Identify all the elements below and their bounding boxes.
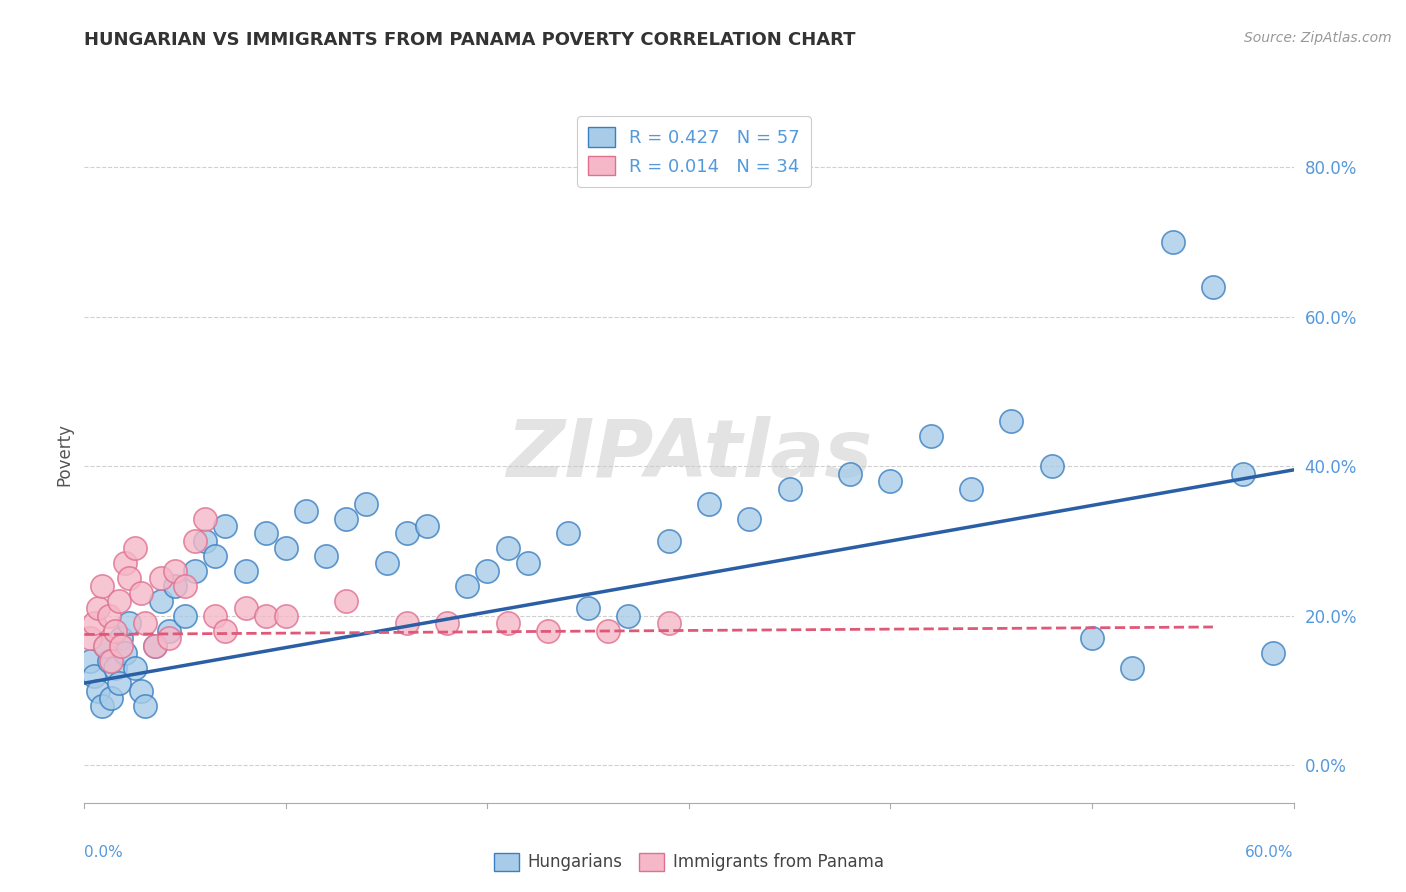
- Point: [496, 616, 519, 631]
- Point: [129, 683, 152, 698]
- Text: Source: ZipAtlas.com: Source: ZipAtlas.com: [1244, 31, 1392, 45]
- Point: [157, 631, 180, 645]
- Point: [1232, 467, 1254, 481]
- Point: [879, 474, 901, 488]
- Point: [1040, 459, 1063, 474]
- Point: [93, 639, 115, 653]
- Point: [1121, 661, 1143, 675]
- Point: [254, 608, 277, 623]
- Point: [436, 616, 458, 631]
- Point: [204, 549, 226, 563]
- Point: [143, 639, 166, 653]
- Point: [124, 541, 146, 556]
- Point: [100, 691, 122, 706]
- Point: [97, 608, 120, 623]
- Point: [598, 624, 620, 638]
- Point: [114, 557, 136, 571]
- Point: [456, 579, 478, 593]
- Point: [416, 519, 439, 533]
- Y-axis label: Poverty: Poverty: [55, 424, 73, 486]
- Point: [87, 683, 110, 698]
- Point: [658, 533, 681, 548]
- Point: [149, 594, 172, 608]
- Point: [83, 668, 105, 682]
- Point: [194, 533, 217, 548]
- Point: [118, 616, 141, 631]
- Point: [134, 616, 156, 631]
- Point: [91, 579, 114, 593]
- Point: [110, 639, 132, 653]
- Text: ZIPAtlas: ZIPAtlas: [506, 416, 872, 494]
- Point: [395, 616, 418, 631]
- Point: [129, 586, 152, 600]
- Point: [235, 601, 257, 615]
- Text: 60.0%: 60.0%: [1246, 845, 1294, 860]
- Point: [335, 594, 357, 608]
- Point: [165, 564, 187, 578]
- Point: [214, 519, 236, 533]
- Point: [194, 511, 217, 525]
- Point: [617, 608, 640, 623]
- Point: [516, 557, 538, 571]
- Point: [335, 511, 357, 525]
- Point: [214, 624, 236, 638]
- Point: [79, 654, 101, 668]
- Point: [124, 661, 146, 675]
- Point: [157, 624, 180, 638]
- Point: [356, 497, 378, 511]
- Point: [658, 616, 681, 631]
- Point: [738, 511, 761, 525]
- Point: [477, 564, 499, 578]
- Point: [114, 646, 136, 660]
- Point: [149, 571, 172, 585]
- Point: [118, 571, 141, 585]
- Point: [174, 579, 197, 593]
- Point: [274, 541, 297, 556]
- Point: [174, 608, 197, 623]
- Point: [93, 639, 115, 653]
- Point: [395, 526, 418, 541]
- Point: [779, 482, 801, 496]
- Point: [1263, 646, 1285, 660]
- Point: [184, 564, 207, 578]
- Point: [83, 616, 105, 631]
- Text: 0.0%: 0.0%: [84, 845, 124, 860]
- Point: [315, 549, 337, 563]
- Point: [839, 467, 862, 481]
- Point: [91, 698, 114, 713]
- Point: [1202, 279, 1225, 293]
- Point: [110, 631, 132, 645]
- Point: [143, 639, 166, 653]
- Point: [1161, 235, 1184, 249]
- Legend: Hungarians, Immigrants from Panama: Hungarians, Immigrants from Panama: [488, 846, 890, 878]
- Point: [920, 429, 942, 443]
- Point: [557, 526, 579, 541]
- Point: [107, 594, 129, 608]
- Point: [537, 624, 560, 638]
- Point: [184, 533, 207, 548]
- Point: [960, 482, 983, 496]
- Point: [576, 601, 599, 615]
- Point: [165, 579, 187, 593]
- Point: [375, 557, 398, 571]
- Point: [295, 504, 318, 518]
- Point: [204, 608, 226, 623]
- Point: [104, 661, 127, 675]
- Point: [100, 654, 122, 668]
- Point: [97, 654, 120, 668]
- Text: HUNGARIAN VS IMMIGRANTS FROM PANAMA POVERTY CORRELATION CHART: HUNGARIAN VS IMMIGRANTS FROM PANAMA POVE…: [84, 31, 856, 49]
- Point: [254, 526, 277, 541]
- Point: [79, 631, 101, 645]
- Point: [274, 608, 297, 623]
- Point: [1000, 414, 1022, 428]
- Point: [87, 601, 110, 615]
- Point: [235, 564, 257, 578]
- Point: [1081, 631, 1104, 645]
- Point: [496, 541, 519, 556]
- Point: [697, 497, 720, 511]
- Point: [134, 698, 156, 713]
- Point: [107, 676, 129, 690]
- Point: [104, 624, 127, 638]
